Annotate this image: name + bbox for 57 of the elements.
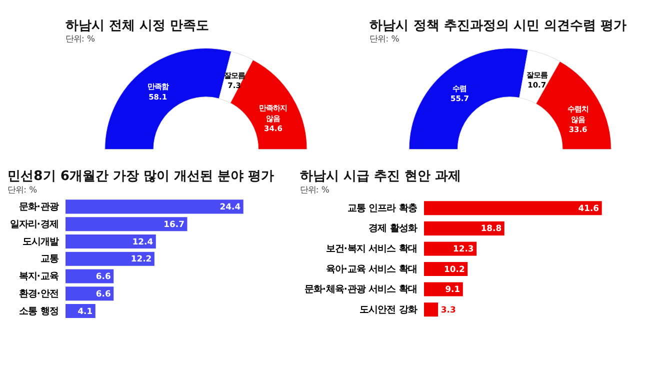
y-tick-label: 소통 행정 <box>19 306 58 317</box>
y-tick-label: 도시안전 강화 <box>360 304 417 316</box>
bar <box>66 234 156 248</box>
bar <box>424 201 602 216</box>
y-tick-label: 일자리·경제 <box>10 218 58 230</box>
data-label: 12.4 <box>132 236 154 246</box>
y-tick-label: 교통 인프라 확충 <box>347 202 417 214</box>
data-label: 34.6 <box>264 124 282 134</box>
data-label: 16.7 <box>164 218 185 229</box>
y-tick-label: 환경·안전 <box>18 288 58 300</box>
chart-title: 하남시 정책 추진과정의 시민 의견수렴 평가 <box>370 18 627 34</box>
data-label: 6.6 <box>96 271 111 282</box>
y-tick-label: 교통 <box>40 254 58 265</box>
chart-title: 하남시 시급 추진 현안 과제 <box>300 169 462 184</box>
bar <box>424 302 438 317</box>
chart-subtitle: 단위: % <box>370 34 400 44</box>
data-label: 41.6 <box>578 202 600 213</box>
y-tick-label: 도시개발 <box>22 236 58 248</box>
data-label: 3.3 <box>440 304 456 314</box>
y-tick-label: 문화·체육·관광 서비스 확대 <box>304 284 417 296</box>
y-tick-label: 육아·교육 서비스 확대 <box>326 264 417 275</box>
data-label: 18.8 <box>480 223 502 234</box>
data-label: 12.2 <box>130 254 152 264</box>
chart-subtitle: 단위: % <box>66 34 96 44</box>
bar <box>66 217 188 232</box>
y-tick-label: 경제 활성화 <box>368 223 417 234</box>
data-label: 4.1 <box>78 306 93 316</box>
y-tick-label: 복지·교육 <box>18 271 58 282</box>
chart-title: 민선8기 6개월간 가장 많이 개선된 분야 평가 <box>8 169 274 184</box>
bar <box>424 282 463 296</box>
slice-label: 수렴치 않음 <box>568 104 589 124</box>
data-label: 9.1 <box>445 284 460 294</box>
bar <box>66 200 244 214</box>
data-label: 10.7 <box>528 80 546 90</box>
bar <box>66 269 114 284</box>
bar <box>424 221 504 236</box>
chart-title: 하남시 전체 시정 만족도 <box>66 18 210 34</box>
bar <box>66 286 114 301</box>
text: 단위: % <box>300 184 330 194</box>
slice-label: 만족하지 않음 <box>259 104 288 123</box>
y-tick-label: 보건·복지 서비스 확대 <box>326 244 417 255</box>
data-label: 10.2 <box>444 264 465 274</box>
slice-label: 잘모름 <box>224 70 245 80</box>
bar <box>66 252 154 266</box>
slice-label: 잘모름 <box>526 70 548 80</box>
data-label: 55.7 <box>450 94 469 104</box>
data-label: 24.4 <box>220 202 241 212</box>
data-label: 33.6 <box>568 125 588 134</box>
data-label: 6.6 <box>96 288 111 298</box>
data-label: 58.1 <box>148 92 168 102</box>
data-label: 7.3 <box>228 81 241 90</box>
slice-label: 만족함 <box>147 82 168 92</box>
bar <box>424 242 477 256</box>
slice-label: 수렴 <box>452 84 467 93</box>
y-tick-label: 문화·관광 <box>18 202 58 213</box>
data-label: 12.3 <box>453 244 474 254</box>
chart-subtitle: 단위: % <box>8 184 38 194</box>
